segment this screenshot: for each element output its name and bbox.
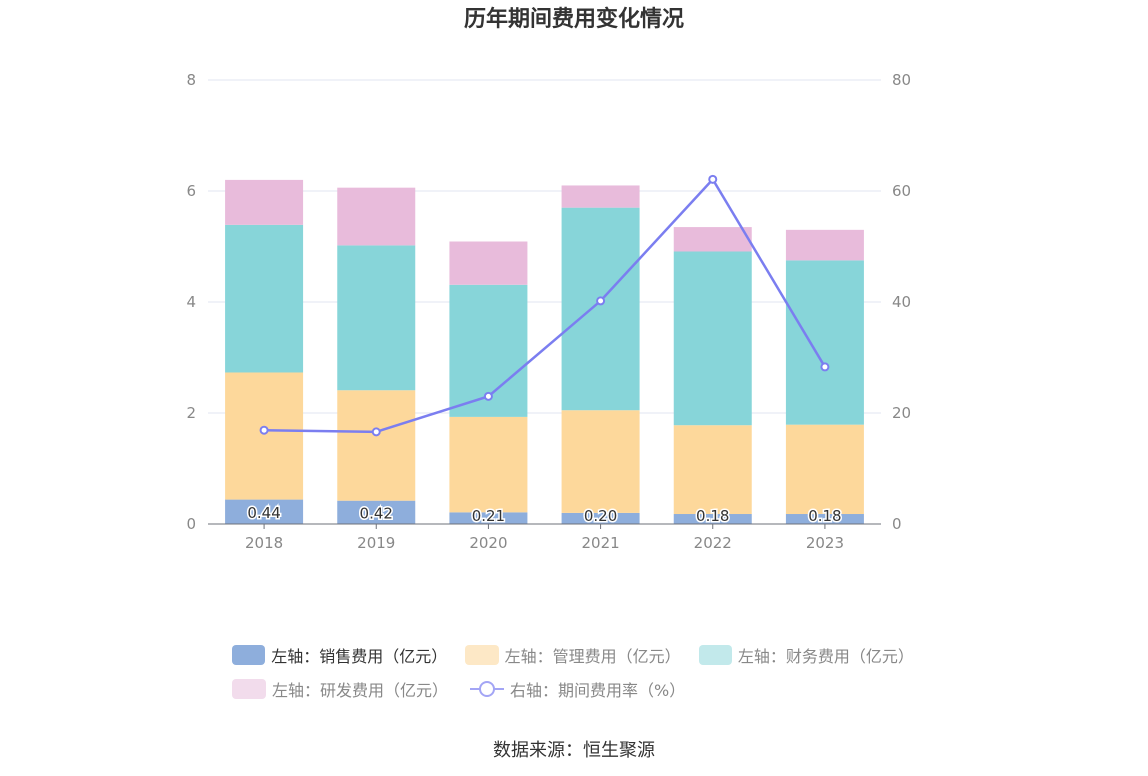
bar-value-label: 0.18 xyxy=(696,507,729,525)
bar-segment xyxy=(449,416,528,513)
rate-point xyxy=(596,296,606,306)
x-tick-label: 2019 xyxy=(357,534,395,552)
x-tick-label: 2023 xyxy=(806,534,844,552)
bar-segment xyxy=(225,179,304,225)
rate-point xyxy=(483,391,493,401)
bar-segment xyxy=(561,410,640,513)
y-left-tick-label: 6 xyxy=(186,182,196,200)
y-right-tick-label: 60 xyxy=(892,182,911,200)
rate-point xyxy=(708,174,718,184)
y-left-tick-label: 4 xyxy=(186,293,196,311)
legend-label-finance: 左轴：财务费用（亿元） xyxy=(737,647,914,666)
bar-segment xyxy=(673,227,752,252)
bar-segment xyxy=(337,500,416,524)
bar-segment xyxy=(673,251,752,426)
bar-segment xyxy=(673,514,752,524)
bar-segment xyxy=(337,245,416,391)
y-right-tick-label: 40 xyxy=(892,293,911,311)
bar-segment xyxy=(785,260,864,425)
rate-point xyxy=(820,362,830,372)
bar-segment xyxy=(449,512,528,524)
data-source: 数据来源：恒生聚源 xyxy=(493,740,655,761)
x-tick-label: 2022 xyxy=(694,534,732,552)
bar-segment xyxy=(225,224,304,373)
y-right-tick-label: 0 xyxy=(892,515,902,533)
bar-segment xyxy=(561,512,640,524)
bar-segment xyxy=(785,514,864,524)
y-left-tick-label: 2 xyxy=(186,404,196,422)
legend: 左轴：销售费用（亿元） 左轴：管理费用（亿元） 左轴：财务费用（亿元） 左轴：研… xyxy=(232,638,932,706)
y-left-tick-label: 0 xyxy=(186,515,196,533)
legend-swatch-rnd xyxy=(232,679,266,699)
bar-segment xyxy=(673,425,752,515)
legend-swatch-admin xyxy=(465,645,499,665)
legend-label-rate: 右轴：期间费用率（%） xyxy=(510,681,686,700)
bar-segment xyxy=(561,207,640,411)
y-left-tick-label: 8 xyxy=(186,71,196,89)
legend-item-rnd[interactable]: 左轴：研发费用（亿元） xyxy=(232,677,448,701)
x-tick-label: 2020 xyxy=(469,534,507,552)
bar-segment xyxy=(449,241,528,285)
rate-line xyxy=(259,174,830,437)
legend-swatch-finance xyxy=(698,645,732,665)
bar-value-label: 0.20 xyxy=(584,507,617,525)
bar-segment xyxy=(785,229,864,261)
rate-point xyxy=(259,425,269,435)
rate-polyline xyxy=(264,177,826,434)
bar-value-label: 0.18 xyxy=(808,507,841,525)
bar-segment xyxy=(785,424,864,515)
bar-value-label: 0.44 xyxy=(247,504,280,522)
bar-value-label: 0.21 xyxy=(472,507,505,525)
bar-value-label: 0.42 xyxy=(360,504,393,522)
x-tick-label: 2021 xyxy=(581,534,619,552)
chart-title: 历年期间费用变化情况 xyxy=(464,6,684,32)
x-tick-label: 2018 xyxy=(245,534,283,552)
legend-label-rnd: 左轴：研发费用（亿元） xyxy=(272,681,449,700)
y-right-tick-label: 20 xyxy=(892,404,911,422)
bar-segment xyxy=(225,499,304,524)
legend-item-sales[interactable]: 左轴：销售费用（亿元） xyxy=(232,643,448,667)
y-right-tick-label: 80 xyxy=(892,71,911,89)
rate-point xyxy=(371,427,381,437)
legend-item-admin[interactable]: 左轴：管理费用（亿元） xyxy=(465,643,681,667)
legend-swatch-sales xyxy=(232,645,266,665)
legend-item-rate[interactable]: 右轴：期间费用率（%） xyxy=(470,677,685,701)
bar-labels: 0.44 0.42 0.21 0.20 0.18 0.18 xyxy=(246,502,843,526)
bar-segment xyxy=(561,185,640,208)
bar-segment xyxy=(337,390,416,501)
legend-item-finance[interactable]: 左轴：财务费用（亿元） xyxy=(698,643,914,667)
grid xyxy=(208,79,881,414)
bar-segment xyxy=(225,372,304,500)
legend-line-rate-icon xyxy=(470,679,505,699)
bars xyxy=(225,179,864,524)
legend-label-admin: 左轴：管理费用（亿元） xyxy=(504,647,681,666)
bar-segment xyxy=(337,187,416,246)
legend-label-sales: 左轴：销售费用（亿元） xyxy=(271,647,448,666)
